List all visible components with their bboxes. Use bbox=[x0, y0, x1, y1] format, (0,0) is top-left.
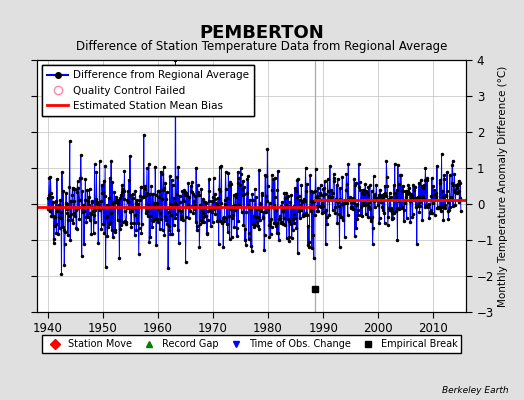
Legend: Difference from Regional Average, Quality Control Failed, Estimated Station Mean: Difference from Regional Average, Qualit… bbox=[42, 65, 254, 116]
Y-axis label: Monthly Temperature Anomaly Difference (°C): Monthly Temperature Anomaly Difference (… bbox=[498, 65, 508, 307]
Text: PEMBERTON: PEMBERTON bbox=[200, 24, 324, 42]
Text: Berkeley Earth: Berkeley Earth bbox=[442, 386, 508, 395]
Legend: Station Move, Record Gap, Time of Obs. Change, Empirical Break: Station Move, Record Gap, Time of Obs. C… bbox=[41, 335, 462, 353]
Text: Difference of Station Temperature Data from Regional Average: Difference of Station Temperature Data f… bbox=[77, 40, 447, 53]
